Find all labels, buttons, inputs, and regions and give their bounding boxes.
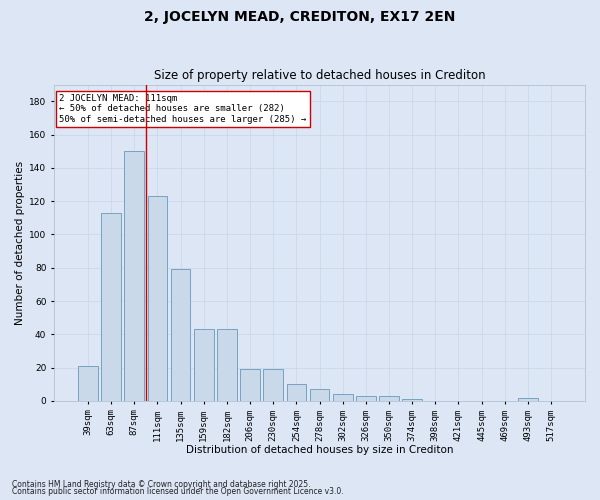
Bar	[148, 196, 167, 401]
Y-axis label: Number of detached properties: Number of detached properties	[15, 160, 25, 325]
Text: Contains HM Land Registry data © Crown copyright and database right 2025.: Contains HM Land Registry data © Crown c…	[12, 480, 311, 489]
Bar	[101, 213, 121, 401]
Bar	[310, 390, 329, 401]
Bar	[402, 400, 422, 401]
Bar	[240, 370, 260, 401]
Bar	[356, 396, 376, 401]
Text: 2 JOCELYN MEAD: 111sqm
← 50% of detached houses are smaller (282)
50% of semi-de: 2 JOCELYN MEAD: 111sqm ← 50% of detached…	[59, 94, 307, 124]
X-axis label: Distribution of detached houses by size in Crediton: Distribution of detached houses by size …	[186, 445, 453, 455]
Bar	[78, 366, 98, 401]
Bar	[518, 398, 538, 401]
Bar	[194, 330, 214, 401]
Bar	[171, 270, 190, 401]
Title: Size of property relative to detached houses in Crediton: Size of property relative to detached ho…	[154, 69, 485, 82]
Text: Contains public sector information licensed under the Open Government Licence v3: Contains public sector information licen…	[12, 488, 344, 496]
Bar	[287, 384, 306, 401]
Bar	[263, 370, 283, 401]
Text: 2, JOCELYN MEAD, CREDITON, EX17 2EN: 2, JOCELYN MEAD, CREDITON, EX17 2EN	[145, 10, 455, 24]
Bar	[333, 394, 353, 401]
Bar	[217, 330, 237, 401]
Bar	[124, 151, 144, 401]
Bar	[379, 396, 399, 401]
